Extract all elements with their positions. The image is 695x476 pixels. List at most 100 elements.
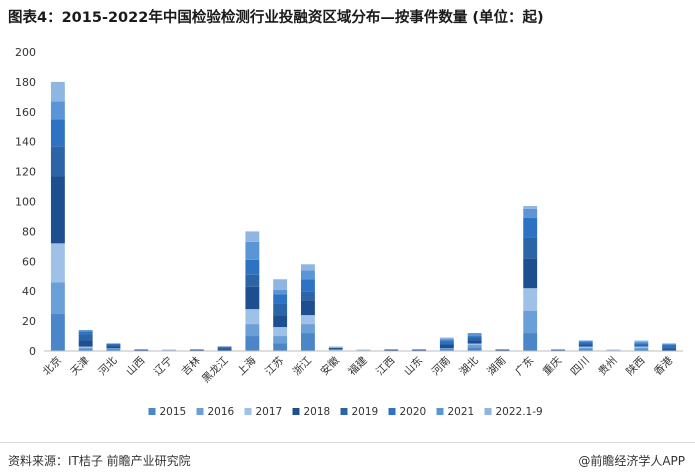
bar-segment <box>245 336 260 351</box>
footer-bar: 资料来源：IT桔子 前瞻产业研究院 @前瞻经济学人APP <box>0 442 695 476</box>
chart-title: 图表4：2015-2022年中国检验检测行业投融资区域分布—按事件数量 (单位：… <box>8 10 544 26</box>
bar-segment <box>662 343 677 346</box>
bar-segment <box>273 327 288 337</box>
legend-swatch <box>388 408 396 415</box>
bar-segment <box>551 349 565 351</box>
bar-segment <box>300 264 315 271</box>
y-tick-label: 180 <box>15 76 36 89</box>
y-axis: 0 20 40 60 80 100 120 140 160 180 200 <box>15 46 36 358</box>
legend-label: 2018 <box>304 406 331 418</box>
legend-swatch <box>196 408 204 415</box>
legend-label: 2015 <box>160 406 187 418</box>
bar-segment <box>50 119 65 147</box>
bar-segment <box>50 176 65 244</box>
bar-segment <box>467 337 482 341</box>
bar-segment <box>467 348 482 351</box>
x-tick-label: 北京 <box>40 354 64 378</box>
bar-segment <box>78 346 93 349</box>
bar-segment <box>523 310 538 334</box>
legend: 2015 2016 2017 2018 2019 2020 2021 2022.1-9 <box>148 406 543 418</box>
bar-segment <box>328 348 343 350</box>
bar-segment <box>106 345 121 347</box>
bar-segment <box>300 279 315 292</box>
x-tick-label: 广东 <box>512 354 536 378</box>
bar-segment <box>495 349 510 351</box>
bar-segment <box>467 336 482 338</box>
legend-swatch <box>340 408 348 415</box>
bars <box>50 81 677 351</box>
legend-label: 2021 <box>448 406 475 418</box>
bar-segment <box>634 340 649 343</box>
bar-segment <box>78 334 93 341</box>
legend-swatch <box>484 408 492 415</box>
bar-segment <box>300 333 315 351</box>
bar-segment <box>78 340 93 347</box>
legend-label: 2016 <box>208 406 235 418</box>
x-tick-label: 安徽 <box>318 354 342 378</box>
bar-segment <box>106 343 121 346</box>
x-tick-label: 吉林 <box>179 354 203 378</box>
x-axis: 北京 天津 河北 山西 辽宁 吉林黑龙江 上海 江苏 浙江 安徽 福建 江西 山东 河南 湖北 湖南 广东 重庆四… <box>40 354 676 386</box>
x-tick-label: 山西 <box>124 355 147 378</box>
bar-segment <box>245 274 260 287</box>
bar-segment <box>523 237 538 259</box>
legend-label: 2017 <box>256 406 283 418</box>
legend-label: 2020 <box>400 406 427 418</box>
bar-segment <box>106 349 121 351</box>
bar-segment <box>273 343 288 351</box>
bar-segment <box>273 315 288 328</box>
bar-segment <box>606 349 621 351</box>
bar-segment <box>523 217 538 238</box>
x-tick-label: 江苏 <box>262 354 286 378</box>
source-note: 资料来源：IT桔子 前瞻产业研究院 <box>8 454 191 468</box>
bar-segment <box>467 340 482 344</box>
bar-segment <box>217 348 232 350</box>
bar-segment <box>523 208 538 218</box>
bar-segment <box>78 349 93 351</box>
x-tick-label: 湖南 <box>484 354 508 378</box>
bar-segment <box>50 243 65 283</box>
bar-segment <box>134 349 149 351</box>
y-tick-label: 140 <box>15 136 36 149</box>
bar-segment <box>662 345 677 349</box>
bar-segment <box>662 349 677 351</box>
y-tick-label: 100 <box>15 196 36 209</box>
bar-segment <box>467 343 482 346</box>
bar-segment <box>439 348 454 350</box>
bar-segment <box>662 348 677 350</box>
bar-segment <box>245 241 260 260</box>
bar-segment <box>245 231 260 242</box>
legend-swatch <box>292 408 300 415</box>
bar-segment <box>523 288 538 311</box>
bar-segment <box>439 349 454 351</box>
bar-segment <box>245 309 260 325</box>
bar-segment <box>328 349 343 351</box>
bar-segment <box>50 146 65 177</box>
bar-segment <box>50 282 65 314</box>
bar-segment <box>523 258 538 289</box>
legend-swatch <box>148 408 156 415</box>
bar-segment <box>217 346 232 349</box>
bar-segment <box>578 346 593 349</box>
bar-segment <box>106 348 121 350</box>
bar-segment <box>578 345 593 347</box>
bar-segment <box>273 303 288 316</box>
x-tick-label: 河南 <box>429 354 453 378</box>
legend-swatch <box>436 408 444 415</box>
bar-segment <box>439 337 454 340</box>
bar-segment <box>273 289 288 295</box>
bar-segment <box>300 300 315 316</box>
bar-segment <box>634 348 649 350</box>
x-tick-label: 福建 <box>346 354 370 378</box>
bar-segment <box>439 340 454 344</box>
bar-segment <box>634 349 649 351</box>
y-tick-label: 120 <box>15 166 36 179</box>
x-tick-label: 山东 <box>401 354 425 378</box>
bar-segment <box>189 349 204 351</box>
bar-segment <box>273 336 288 344</box>
bar-segment <box>578 349 593 351</box>
y-tick-label: 60 <box>22 255 36 268</box>
x-tick-label: 陕西 <box>623 354 647 378</box>
bar-segment <box>578 343 593 346</box>
x-tick-label: 浙江 <box>291 354 315 378</box>
